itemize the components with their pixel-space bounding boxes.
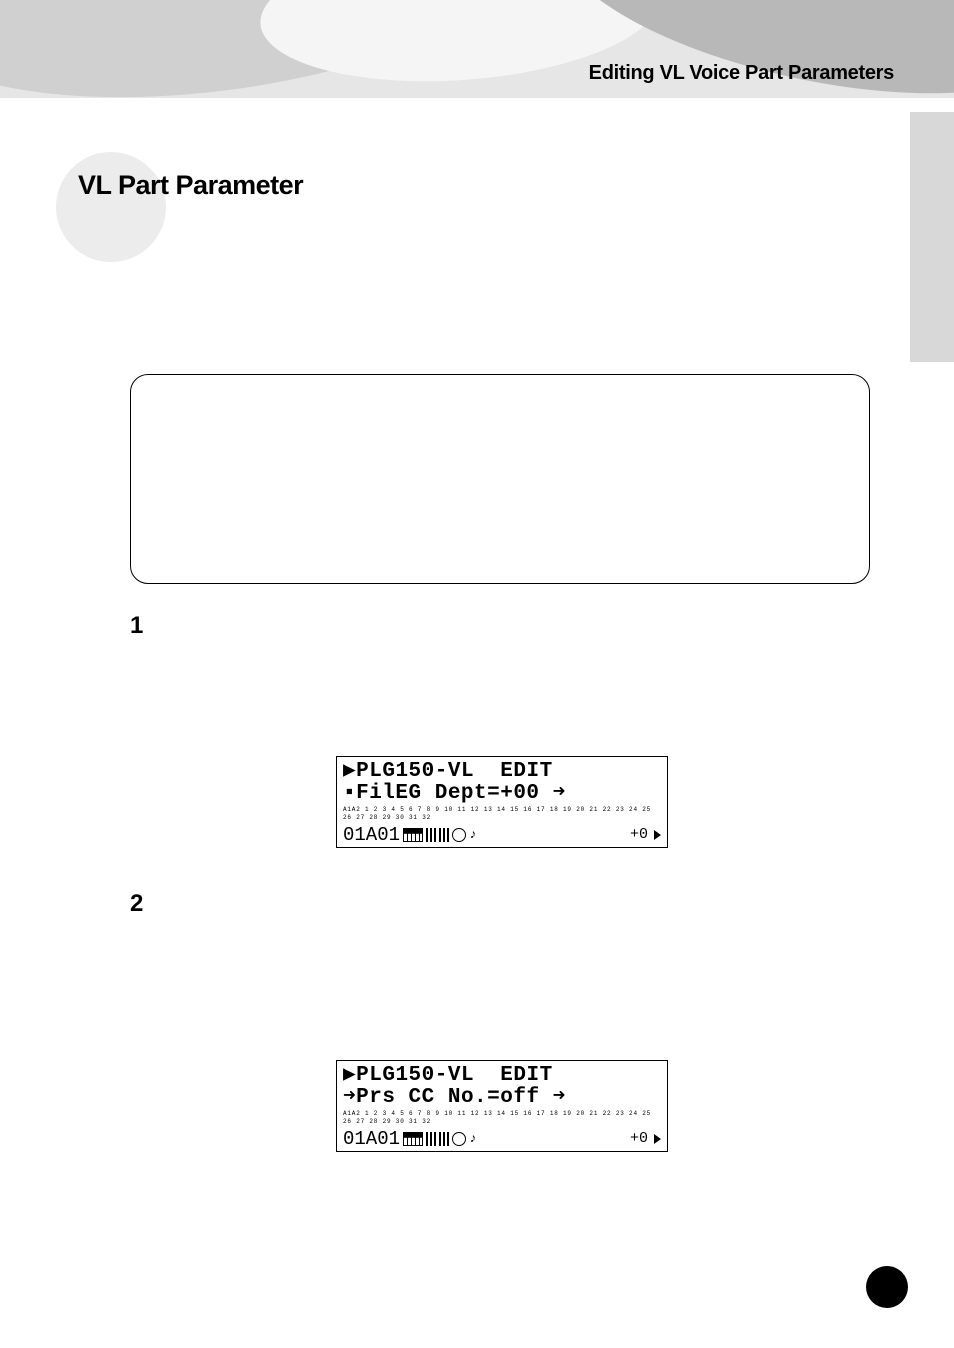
lcd1-line2: ▪FilEG Dept=+00 ➜ [343,783,661,805]
circle-icon [452,828,466,842]
piano-icon [403,1132,423,1146]
lcd2-partstrip: A1A2 1 2 3 4 5 6 7 8 9 10 11 12 13 14 15… [343,1110,661,1126]
note-icon [469,1132,479,1146]
bars-icon [439,1132,449,1146]
step-1-number: 1 [130,612,143,640]
page-breadcrumb: Editing VL Voice Part Parameters [589,62,894,85]
lcd1-bottom-right: +0 [630,825,661,845]
page-number-dot [866,1266,908,1308]
piano-icon [403,828,423,842]
lcd2-bottom-left: 01A01 [343,1129,400,1149]
lcd2-line1: ▶PLG150-VL EDIT [343,1065,661,1087]
lcd1-value: +0 [630,825,648,845]
side-tab [910,112,954,362]
circle-icon [452,1132,466,1146]
lcd1-line1: ▶PLG150-VL EDIT [343,761,661,783]
header-band: Editing VL Voice Part Parameters [0,0,954,98]
triangle-right-icon [654,830,661,840]
section-title: VL Part Parameter [78,170,303,201]
lcd1-glyphs [403,828,479,842]
lcd2-value: +0 [630,1129,648,1149]
section-circle-decoration [56,152,166,262]
triangle-right-icon [654,1134,661,1144]
lcd1-partstrip: A1A2 1 2 3 4 5 6 7 8 9 10 11 12 13 14 15… [343,806,661,822]
lcd1-bottom: 01A01 +0 [343,825,661,845]
lcd-screenshot-1: ▶PLG150-VL EDIT ▪FilEG Dept=+00 ➜ A1A2 1… [336,756,668,848]
bars-icon [439,828,449,842]
bars-icon [426,828,436,842]
lcd1-bottom-left: 01A01 [343,825,400,845]
note-icon [469,828,479,842]
lcd2-line2: ➜Prs CC No.=off ➜ [343,1087,661,1109]
lcd2-bottom-right: +0 [630,1129,661,1149]
lcd-screenshot-2: ▶PLG150-VL EDIT ➜Prs CC No.=off ➜ A1A2 1… [336,1060,668,1152]
step-2-number: 2 [130,890,143,918]
lcd2-bottom: 01A01 +0 [343,1129,661,1149]
bars-icon [426,1132,436,1146]
lcd2-glyphs [403,1132,479,1146]
note-box [130,374,870,584]
